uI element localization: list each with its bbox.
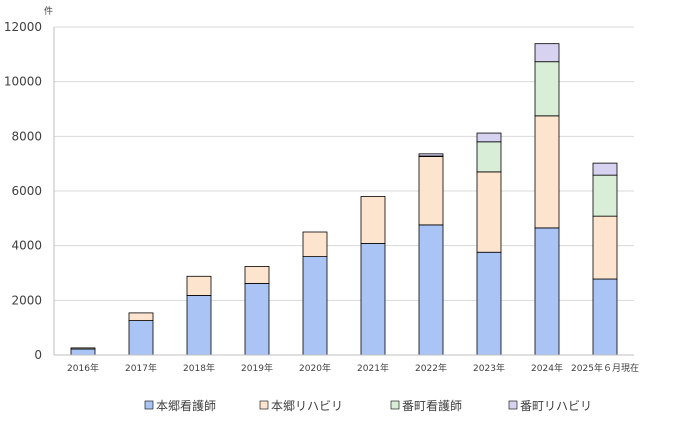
x-tick-label: 2025年６月現在 (571, 362, 639, 374)
bar-segment (592, 215, 618, 280)
legend-item: 本郷看護師 (144, 398, 216, 413)
bar-segment (534, 61, 560, 117)
bar-segment (360, 196, 386, 244)
bar-segment (592, 174, 618, 217)
legend-label: 本郷リハビリ (271, 399, 343, 413)
bar-segment (244, 282, 270, 356)
bar-segment (302, 231, 328, 258)
x-tick-label: 2021年 (357, 362, 389, 374)
y-tick-label: 8000 (11, 129, 42, 143)
y-tick-label: 6000 (11, 184, 42, 198)
bar-segment (360, 243, 386, 356)
bar-segment (418, 153, 444, 157)
bar-segment (534, 227, 560, 356)
y-tick-label: 2000 (11, 293, 42, 307)
bar-segment (534, 115, 560, 229)
legend: 本郷看護師 本郷リハビリ 番町看護師 番町リハビリ (144, 398, 592, 413)
y-unit-label: 件 (44, 5, 53, 17)
bar-segment (70, 347, 96, 350)
legend-item: 番町看護師 (390, 398, 462, 413)
bar-segment (186, 295, 212, 356)
bar-segment (418, 156, 444, 226)
legend-label: 番町看護師 (402, 398, 462, 413)
x-tick-label: 2020年 (299, 362, 331, 374)
bar-segment (302, 256, 328, 356)
bar-segment (70, 348, 96, 356)
bar-segment (476, 141, 502, 173)
x-tick-label: 2023年 (473, 362, 505, 374)
y-tick-label: 0 (34, 348, 42, 362)
axes (53, 27, 634, 356)
bar-segment (186, 275, 212, 296)
bar-segment (244, 266, 270, 284)
bar-segment (534, 43, 560, 63)
bars (70, 43, 618, 356)
bar-segment (128, 312, 154, 321)
y-tick-label: 12000 (4, 20, 42, 34)
x-tick-label: 2024年 (531, 362, 563, 374)
bar-segment (592, 278, 618, 356)
y-tick-label: 4000 (11, 239, 42, 253)
legend-label: 本郷看護師 (156, 398, 216, 413)
x-tick-label: 2022年 (415, 362, 447, 374)
bar-segment (592, 162, 618, 176)
x-tick-label: 2019年 (241, 362, 273, 374)
legend-swatch (259, 400, 269, 410)
legend-item: 本郷リハビリ (259, 399, 343, 413)
bar-segment (418, 224, 444, 356)
x-tick-label: 2017年 (125, 362, 157, 374)
bar-segment (476, 132, 502, 143)
y-tick-labels: 0 2000 4000 6000 8000 10000 12000 (4, 20, 42, 362)
x-tick-labels: 2016年 2017年 2018年 2019年 2020年 2021年 2022年 2023年… (67, 362, 639, 374)
x-tick-label: 2016年 (67, 362, 99, 374)
bar-segment (128, 320, 154, 356)
bar-segment (476, 171, 502, 253)
y-tick-label: 10000 (4, 75, 42, 89)
legend-label: 番町リハビリ (520, 399, 592, 413)
legend-swatch (390, 400, 400, 410)
legend-swatch (508, 400, 518, 410)
legend-swatch (144, 400, 154, 410)
legend-item: 番町リハビリ (508, 399, 592, 413)
bar-segment (476, 251, 502, 356)
x-tick-label: 2018年 (183, 362, 215, 374)
